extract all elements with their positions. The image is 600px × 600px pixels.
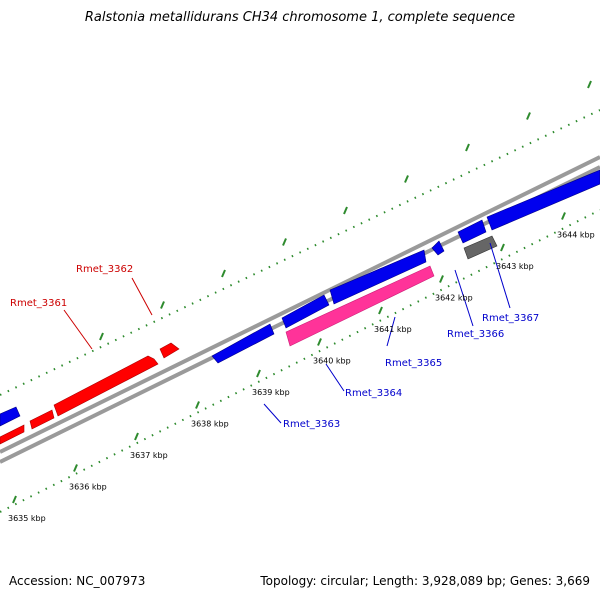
tick-label-3639: 3639 kbp (252, 388, 290, 397)
gene-rmet-3364[interactable] (281, 294, 330, 329)
accession-text: Accession: NC_007973 (9, 574, 146, 588)
label-rmet-3366[interactable]: Rmet_3366 (447, 329, 504, 340)
leader-3364 (325, 363, 345, 392)
outer-major-ticks (99, 80, 592, 341)
outer-major-tick (343, 206, 348, 215)
leader-3363 (263, 403, 282, 424)
label-rmet-3363[interactable]: Rmet_3363 (283, 419, 340, 430)
gene-rmet-3362[interactable] (159, 342, 180, 359)
tick-label-3644: 3644 kbp (557, 231, 595, 240)
tick-label-3636: 3636 kbp (69, 483, 107, 492)
gene-blue-left[interactable] (0, 406, 21, 427)
inner-major-tick (12, 495, 17, 504)
leader-3362 (131, 277, 153, 316)
inner-major-tick (195, 401, 200, 409)
inner-major-tick (378, 306, 383, 315)
gene-red-2[interactable] (29, 409, 55, 430)
gene-rmet-3363[interactable] (211, 323, 275, 364)
tick-label-3637: 3637 kbp (130, 451, 168, 460)
inner-major-tick (73, 464, 78, 472)
backbone-line-outer (0, 155, 600, 454)
gene-rmet-3366[interactable] (431, 240, 445, 256)
outer-major-tick (526, 112, 531, 120)
gene-red-1[interactable] (0, 424, 25, 445)
topology-summary: Topology: circular; Length: 3,928,089 bp… (260, 574, 590, 588)
gene-blue-small[interactable] (457, 219, 487, 244)
leader-3361 (63, 309, 93, 350)
label-rmet-3365[interactable]: Rmet_3365 (385, 358, 442, 369)
gene-blue-right[interactable] (486, 169, 600, 231)
label-rmet-3361[interactable]: Rmet_3361 (10, 298, 67, 309)
outer-major-tick (99, 332, 104, 341)
inner-major-tick (439, 275, 444, 283)
tick-label-3642: 3642 kbp (435, 294, 473, 303)
label-rmet-3362[interactable]: Rmet_3362 (76, 264, 133, 275)
inner-major-tick (134, 432, 139, 441)
outer-tick-ring (0, 109, 600, 396)
outer-major-tick (404, 175, 409, 183)
inner-major-ticks (12, 212, 566, 504)
inner-major-tick (561, 212, 566, 220)
feature-rmet-3367[interactable] (463, 235, 498, 260)
tick-label-3635: 3635 kbp (8, 514, 46, 523)
leader-3366 (454, 269, 474, 327)
leader-3367 (489, 242, 511, 309)
outer-major-tick (221, 269, 226, 278)
inner-tick-ring (0, 209, 600, 513)
map-title: Ralstonia metallidurans CH34 chromosome … (84, 10, 516, 25)
tick-label-3640: 3640 kbp (313, 357, 351, 366)
gene-rmet-3365[interactable] (285, 265, 435, 347)
tick-label-3643: 3643 kbp (496, 262, 534, 271)
label-rmet-3364[interactable]: Rmet_3364 (345, 388, 402, 399)
tick-label-3641: 3641 kbp (374, 325, 412, 334)
gene-rmet-3365-blue[interactable] (329, 249, 427, 305)
outer-major-tick (160, 301, 165, 309)
outer-major-tick (465, 143, 470, 152)
leader-3365 (386, 316, 396, 347)
tick-labels: 3635 kbp 3636 kbp 3637 kbp 3638 kbp 3639 kbp… (8, 231, 595, 524)
tick-label-3638: 3638 kbp (191, 420, 229, 429)
inner-major-tick (500, 243, 505, 252)
outer-major-tick (587, 80, 592, 89)
gene-rmet-3361[interactable] (53, 355, 159, 417)
inner-major-tick (317, 338, 322, 346)
outer-major-tick (282, 238, 287, 246)
label-rmet-3367[interactable]: Rmet_3367 (482, 313, 539, 324)
inner-major-tick (256, 369, 261, 378)
